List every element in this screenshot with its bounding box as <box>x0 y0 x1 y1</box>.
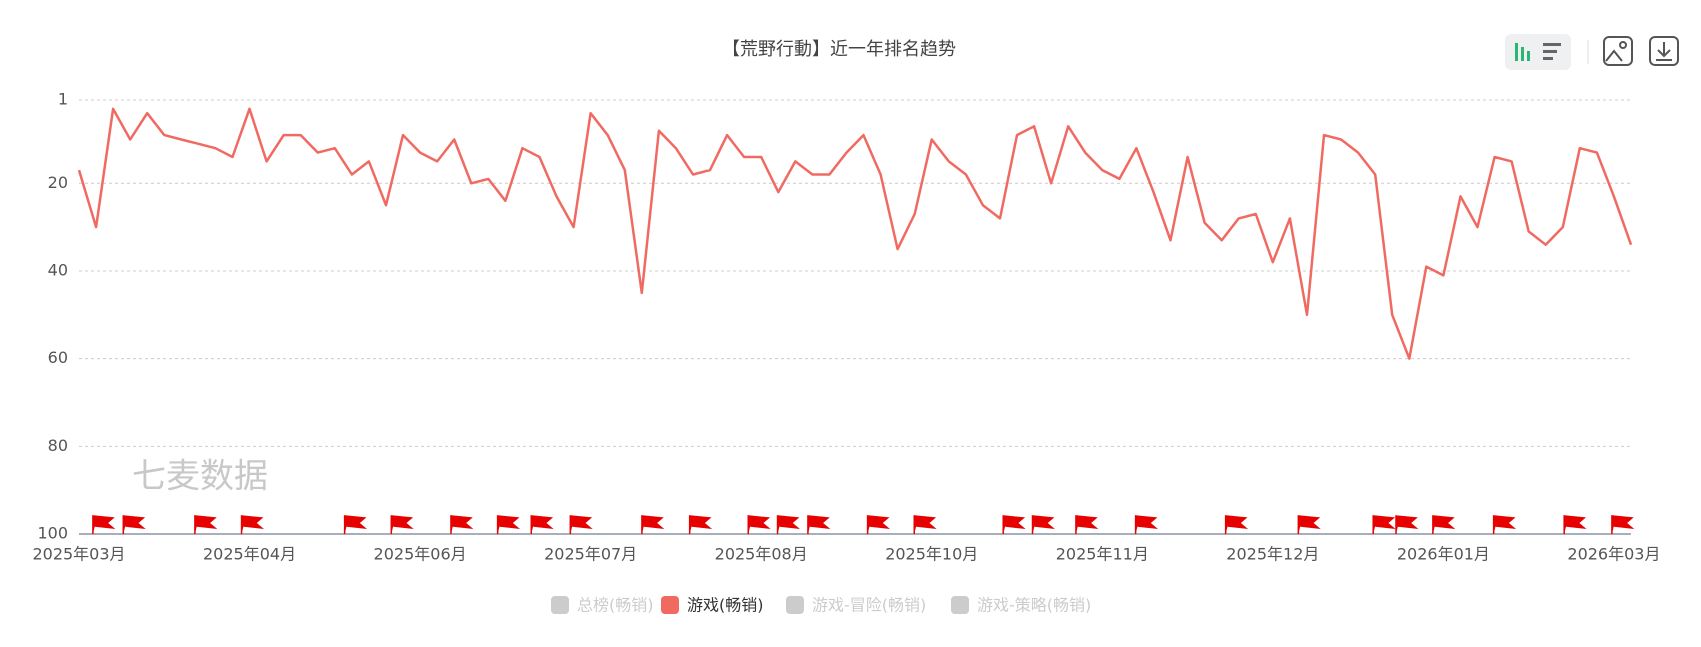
x-tick-label: 2026年03月 <box>1567 545 1660 564</box>
legend-swatch <box>551 596 569 614</box>
y-tick-label: 20 <box>48 173 68 192</box>
x-tick-label: 2025年11月 <box>1056 545 1149 564</box>
legend-label: 游戏(畅销) <box>687 596 764 615</box>
x-tick-label: 2025年07月 <box>544 545 637 564</box>
event-flag <box>1075 515 1099 534</box>
x-tick-label: 2025年03月 <box>32 545 125 564</box>
legend-label: 游戏-策略(畅销) <box>977 596 1091 615</box>
event-flag <box>1134 515 1158 534</box>
x-tick-label: 2025年12月 <box>1226 545 1319 564</box>
legend-item[interactable]: 总榜(畅销) <box>551 596 654 615</box>
event-flag <box>390 515 414 534</box>
event-flag <box>1395 515 1419 534</box>
event-flag <box>1432 515 1456 534</box>
y-tick-label: 40 <box>48 260 68 279</box>
legend-swatch <box>951 596 969 614</box>
chart-type-toggle[interactable] <box>1505 34 1571 70</box>
legend-item[interactable]: 游戏(畅销) <box>661 596 764 615</box>
x-tick-label: 2025年06月 <box>374 545 467 564</box>
event-flag <box>1492 515 1517 534</box>
x-tick-label: 2026年01月 <box>1397 545 1490 564</box>
event-flag <box>1372 515 1396 534</box>
event-flag <box>92 515 116 534</box>
event-flag <box>1297 515 1321 534</box>
legend-label: 总榜(畅销) <box>577 596 654 615</box>
chart-title: 【荒野行動】近一年排名趋势 <box>722 39 956 60</box>
event-flag <box>747 515 771 534</box>
event-flag <box>194 515 218 534</box>
event-flag <box>1002 515 1026 534</box>
toolbar <box>1505 34 1679 70</box>
watermark: 七麦数据 <box>132 457 268 497</box>
event-flag <box>1563 515 1587 534</box>
legend-label: 游戏-冒险(畅销) <box>812 596 926 615</box>
save-image-button[interactable] <box>1603 36 1633 66</box>
legend-swatch <box>661 596 679 614</box>
event-flag <box>688 515 713 534</box>
event-flag <box>569 515 593 534</box>
x-tick-label: 2025年08月 <box>715 545 808 564</box>
y-tick-label: 1 <box>58 90 68 109</box>
event-flag <box>530 515 554 534</box>
event-flag <box>1224 515 1249 534</box>
legend-item[interactable]: 游戏-冒险(畅销) <box>786 596 926 615</box>
event-flag <box>1611 515 1635 534</box>
event-flag <box>776 515 800 534</box>
event-flag <box>807 515 831 534</box>
event-flag <box>122 515 146 534</box>
event-flag <box>913 515 937 534</box>
x-tick-label: 2025年04月 <box>203 545 296 564</box>
y-tick-label: 80 <box>48 436 68 455</box>
legend-item[interactable]: 游戏-策略(畅销) <box>951 596 1091 615</box>
download-button[interactable] <box>1649 36 1679 66</box>
event-flag <box>496 515 521 534</box>
event-flag <box>343 515 368 534</box>
event-flag <box>240 515 264 534</box>
event-flag <box>866 515 890 534</box>
x-tick-label: 2025年10月 <box>885 545 978 564</box>
event-flag <box>1031 515 1055 534</box>
legend-swatch <box>786 596 804 614</box>
y-tick-label: 60 <box>48 348 68 367</box>
data-line <box>77 107 1633 360</box>
event-flag <box>641 515 665 534</box>
event-flag <box>450 515 474 534</box>
y-tick-label: 100 <box>37 524 68 543</box>
